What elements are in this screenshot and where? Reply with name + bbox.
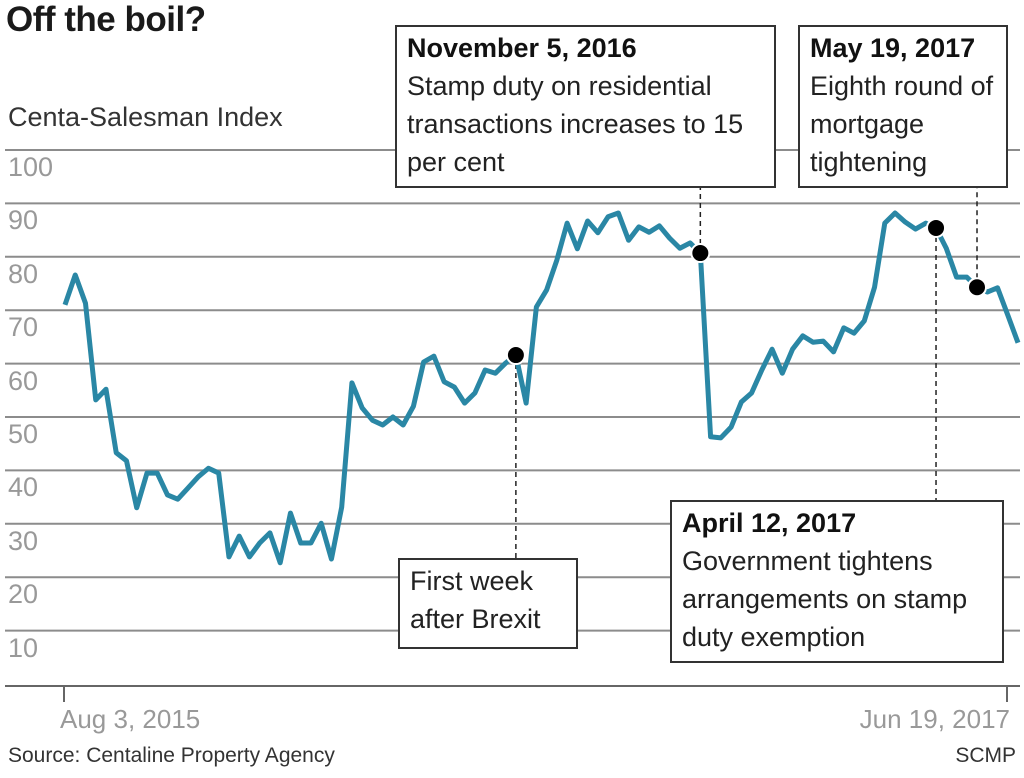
index-line: [62, 210, 1021, 566]
y-tick-label: 40: [8, 472, 39, 503]
event-marker: [690, 243, 711, 264]
y-tick-label: 60: [8, 365, 39, 396]
annotation-date: May 19, 2017: [810, 33, 976, 63]
y-tick-label: 10: [8, 632, 39, 663]
y-tick-label: 50: [8, 419, 39, 449]
annotation-text: First week after Brexit: [410, 566, 541, 634]
chart-title: Off the boil?: [6, 0, 206, 39]
y-tick-label: 70: [8, 312, 39, 343]
y-axis-label: Centa-Salesman Index: [8, 102, 283, 132]
y-tick-label: 30: [8, 525, 39, 556]
y-tick-label: 100: [8, 152, 54, 182]
event-marker: [926, 217, 947, 238]
y-tick-label: 20: [8, 579, 39, 610]
credit: SCMP: [955, 744, 1016, 767]
source-note: Source: Centaline Property Agency: [8, 744, 335, 767]
y-tick-label: 90: [8, 205, 39, 236]
annotation-box-brexit: First week after Brexit: [398, 558, 578, 649]
event-marker: [967, 277, 988, 298]
annotation-box-nov-2016: November 5, 2016 Stamp duty on residenti…: [395, 25, 776, 188]
annotation-date: April 12, 2017: [682, 508, 857, 538]
x-tick-label: Jun 19, 2017: [859, 704, 1010, 734]
annotation-text: Government tightens arrangements on stam…: [682, 546, 968, 652]
annotation-box-may-2017: May 19, 2017 Eighth round of mortgage ti…: [798, 25, 1008, 188]
annotation-text: Stamp duty on residential transactions i…: [407, 71, 744, 177]
annotation-date: November 5, 2016: [407, 33, 637, 63]
x-tick-label: Aug 3, 2015: [60, 704, 201, 734]
event-marker: [505, 345, 526, 366]
annotation-text: Eighth round of mortgage tightening: [810, 71, 994, 177]
y-tick-label: 80: [8, 258, 39, 289]
annotation-box-apr-2017: April 12, 2017 Government tightens arran…: [670, 500, 1004, 663]
